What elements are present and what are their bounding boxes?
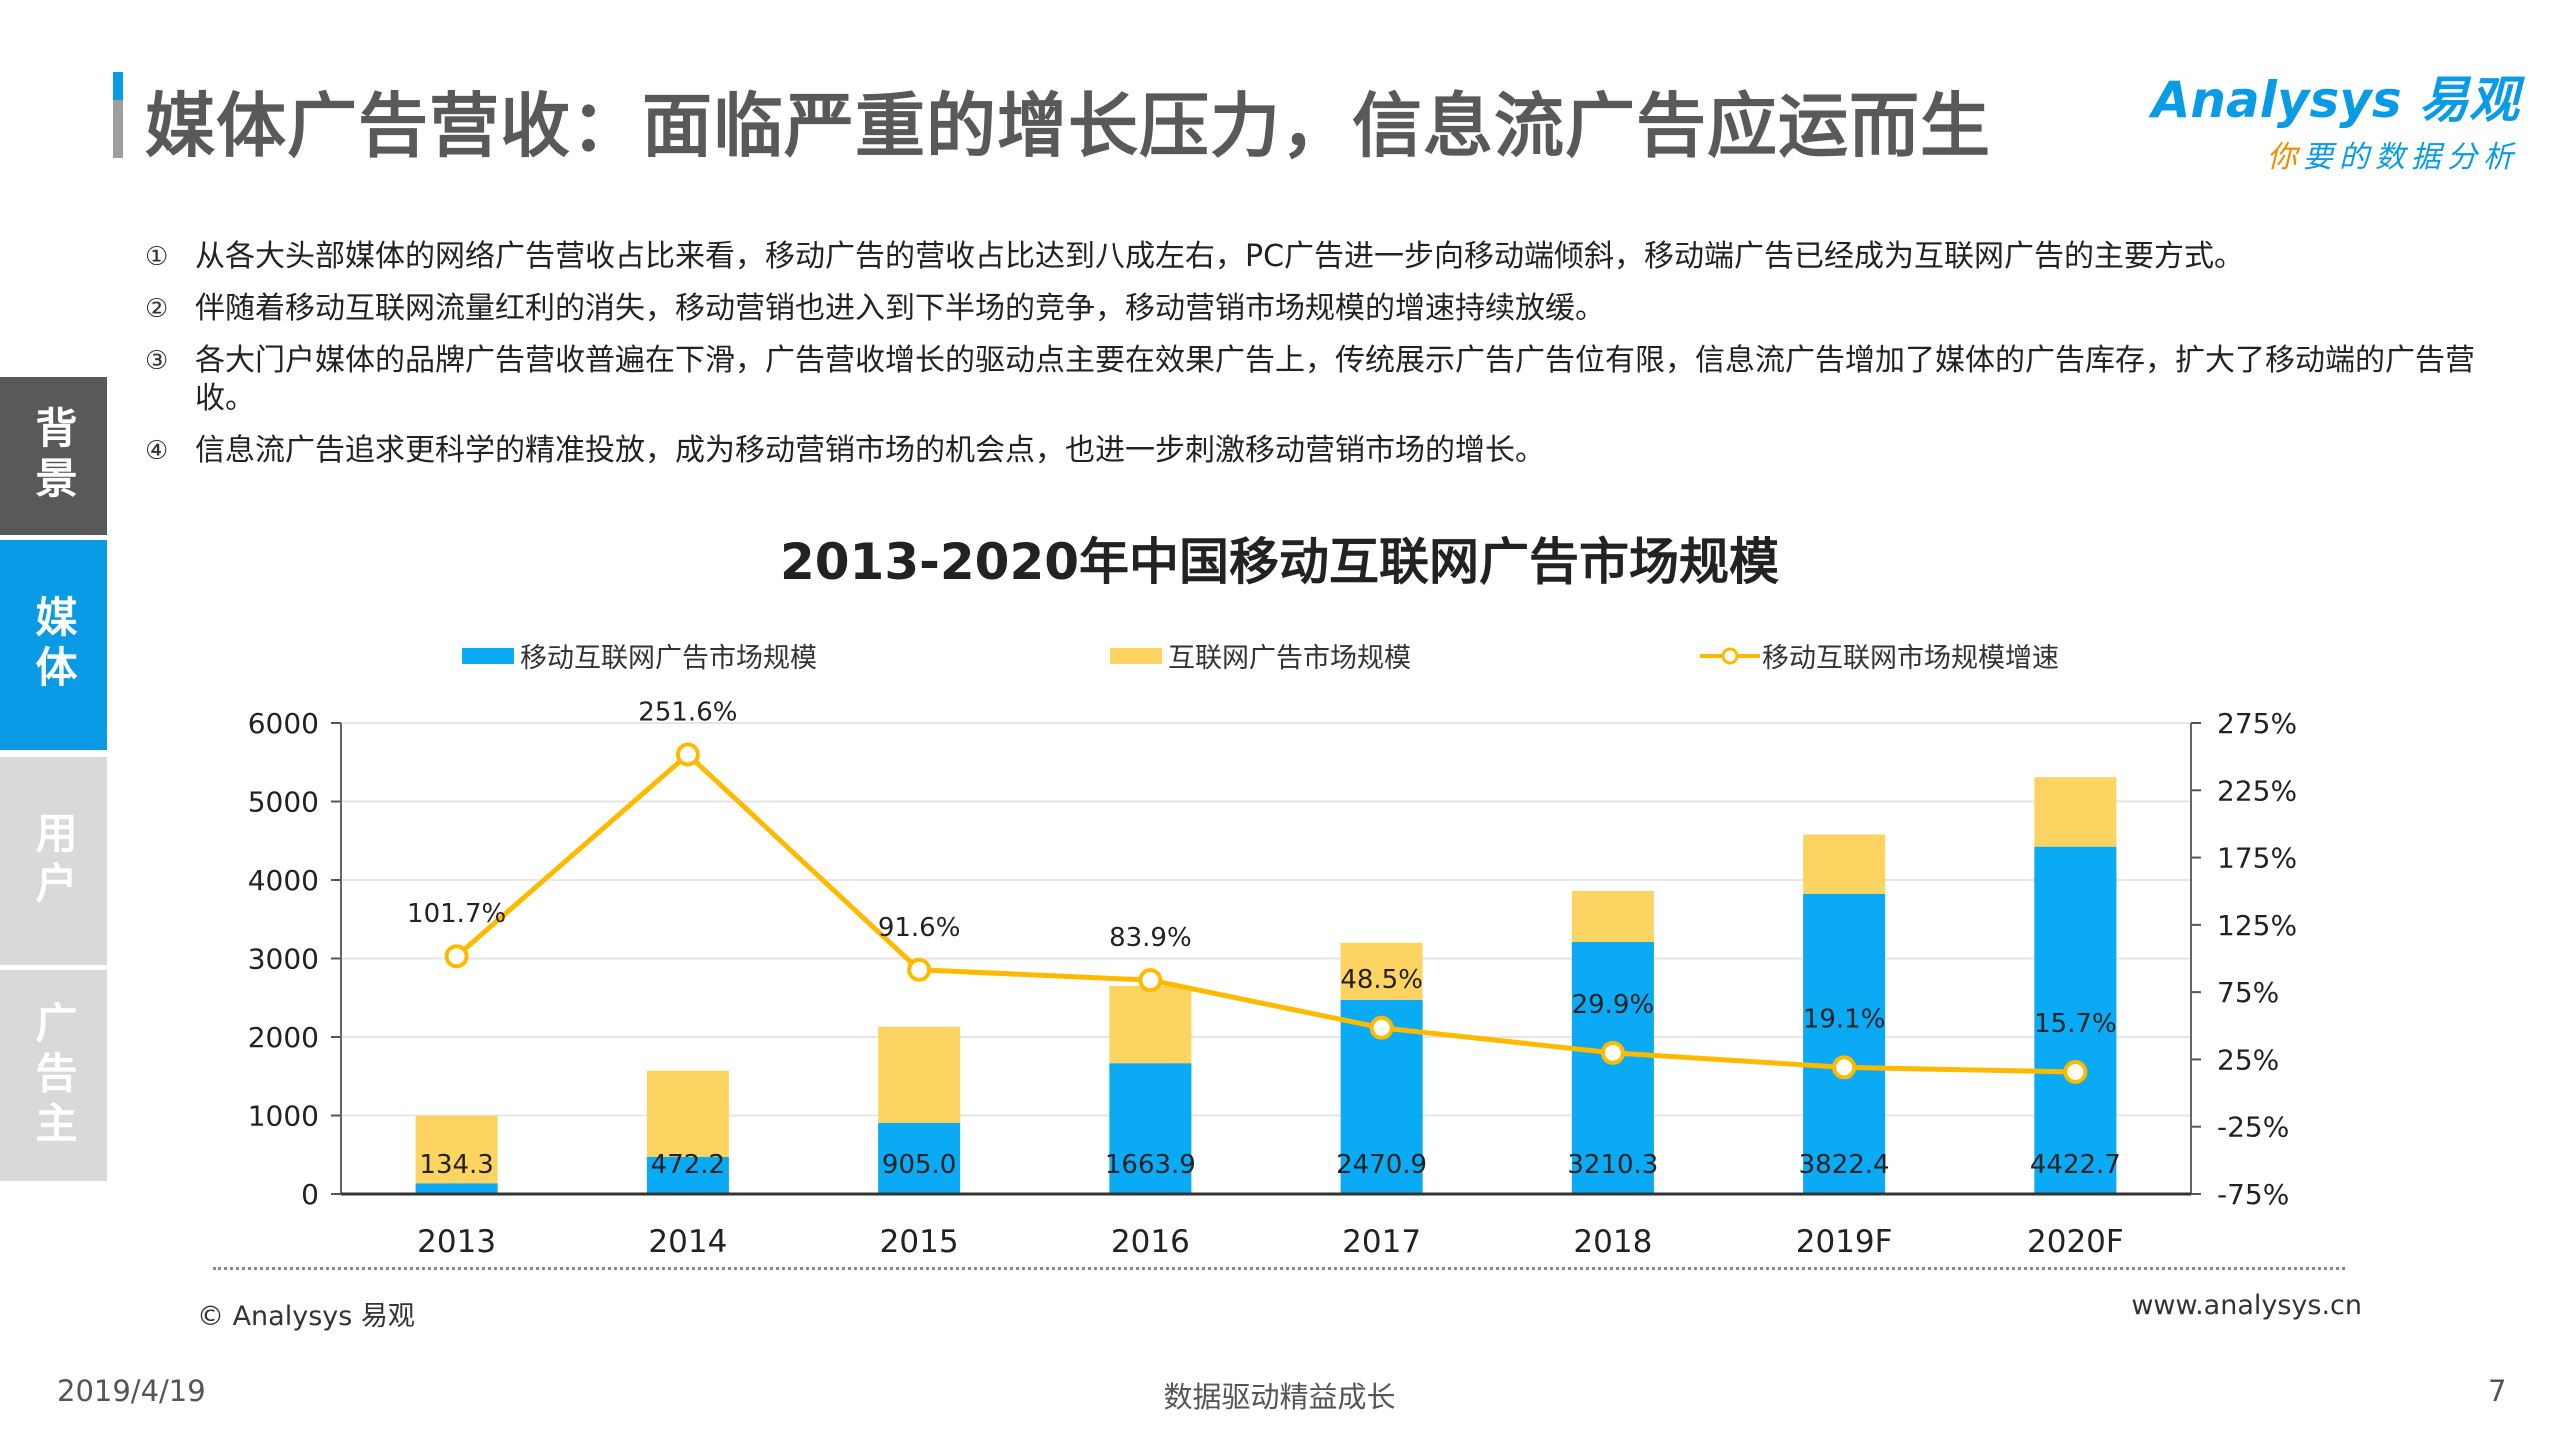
bullet-item: ④ 信息流广告追求更科学的精准投放，成为移动营销市场的机会点，也进一步刺激移动营销…: [145, 432, 2505, 470]
bar-mobile-ad: [1571, 941, 1654, 1194]
growth-point: [2063, 1059, 2088, 1084]
date: 2019/4/19: [57, 1374, 206, 1408]
growth-point: [1832, 1055, 1857, 1080]
sidebar-item-background[interactable]: 背景: [0, 377, 107, 535]
bar-mobile-ad: [2034, 846, 2117, 1194]
page-number: 7: [2488, 1374, 2507, 1408]
growth-label: 101.7%: [407, 899, 506, 929]
growth-label: 15.7%: [2034, 1009, 2117, 1039]
bullet-item: ① 从各大头部媒体的网络广告营收占比来看，移动广告的营收占比达到八成左右，PC广告…: [145, 238, 2505, 276]
growth-label: 83.9%: [1109, 923, 1192, 953]
legend-swatch: [462, 647, 514, 664]
y-tick-label: 2000: [248, 1021, 319, 1054]
bullet-text: 信息流广告追求更科学的精准投放，成为移动营销市场的机会点，也进一步刺激移动营销市…: [195, 433, 1545, 468]
legend-swatch: [1110, 647, 1162, 664]
bar-mobile-ad: [1803, 893, 1886, 1194]
website-link[interactable]: www.analysys.cn: [2131, 1290, 2362, 1321]
y2-tick-label: 125%: [2217, 909, 2297, 942]
y-tick-label: 1000: [248, 1100, 319, 1133]
bar-value-label: 4422.7: [2030, 1150, 2121, 1180]
bar-mobile-ad: [415, 1183, 498, 1194]
growth-label: 91.6%: [878, 913, 961, 943]
legend-item-internet: 互联网广告市场规模: [1110, 636, 1411, 675]
growth-label: 19.1%: [1803, 1004, 1886, 1034]
bullet-number: ③: [145, 346, 169, 376]
analysys-logo: Analysys 易观 你要的数据分析: [2152, 60, 2519, 176]
y-tick-label: 0: [301, 1178, 319, 1211]
slogan: 数据驱动精益成长: [1163, 1380, 1396, 1414]
growth-point: [1138, 968, 1163, 993]
divider: [213, 1267, 2345, 1270]
bar-value-label: 3210.3: [1567, 1150, 1658, 1180]
page-title: 媒体广告营收：面临严重的增长压力，信息流广告应运而生: [145, 85, 1991, 167]
legend-item-mobile: 移动互联网广告市场规模: [462, 636, 817, 675]
y2-tick-label: 225%: [2217, 774, 2297, 807]
y2-tick-label: 75%: [2217, 976, 2279, 1009]
bullet-text: 从各大头部媒体的网络广告营收占比来看，移动广告的营收占比达到八成左右，PC广告进…: [195, 239, 2245, 274]
x-tick-label: 2016: [1111, 1224, 1190, 1260]
bar-mobile-ad: [1109, 1063, 1192, 1194]
logo-main: Analysys 易观: [2151, 71, 2519, 129]
logo-slogan-first: 你: [2267, 140, 2303, 175]
sidebar-item-media[interactable]: 媒体: [0, 540, 107, 750]
y2-tick-label: 25%: [2217, 1043, 2279, 1076]
growth-label: 48.5%: [1340, 965, 1423, 995]
bullet-item: ③ 各大门户媒体的品牌广告营收普遍在下滑，广告营收增长的驱动点主要在效果广告上，传…: [145, 342, 2505, 418]
copyright: © Analysys 易观: [197, 1301, 415, 1332]
logo-slogan: 你要的数据分析: [2152, 132, 2519, 176]
bar-value-label: 3822.4: [1799, 1150, 1890, 1180]
x-tick-label: 2017: [1342, 1224, 1421, 1260]
x-tick-label: 2014: [648, 1224, 727, 1260]
bar-mobile-ad: [646, 1156, 729, 1194]
legend-line-marker-icon: [1700, 647, 1760, 664]
growth-label: 251.6%: [638, 697, 737, 727]
bar-value-label: 472.2: [651, 1150, 725, 1180]
sidebar-item-advertisers[interactable]: 广告主: [0, 970, 107, 1181]
x-tick-label: 2019F: [1796, 1224, 1893, 1260]
growth-point: [907, 957, 932, 982]
y2-tick-label: 175%: [2217, 842, 2297, 875]
chart-title: 2013-2020年中国移动互联网广告市场规模: [779, 533, 1780, 591]
bar-value-label: 905.0: [882, 1150, 956, 1180]
y-tick-label: 5000: [248, 786, 319, 819]
bar-value-label: 1663.9: [1105, 1150, 1196, 1180]
x-tick-label: 2013: [417, 1224, 496, 1260]
x-tick-label: 2020F: [2027, 1224, 2124, 1260]
x-tick-label: 2015: [880, 1224, 959, 1260]
bar-value-label: 2470.9: [1336, 1150, 1427, 1180]
y-tick-label: 3000: [248, 943, 319, 976]
legend-label: 互联网广告市场规模: [1168, 643, 1411, 674]
growth-point: [1369, 1015, 1394, 1040]
logo-slogan-rest: 要的数据分析: [2303, 140, 2519, 175]
bullet-list: ① 从各大头部媒体的网络广告营收占比来看，移动广告的营收占比达到八成左右，PC广告…: [145, 238, 2505, 484]
legend-item-growth: 移动互联网市场规模增速: [1700, 636, 2059, 675]
x-tick-label: 2018: [1573, 1224, 1652, 1260]
bar-mobile-ad: [878, 1122, 961, 1194]
growth-point: [1600, 1040, 1625, 1065]
y-tick-label: 4000: [248, 864, 319, 897]
growth-line: [454, 751, 2076, 1075]
bullet-item: ② 伴随着移动互联网流量红利的消失，移动营销也进入到下半场的竞争，移动营销市场规模…: [145, 290, 2505, 328]
legend-label: 移动互联网广告市场规模: [520, 643, 817, 674]
sidebar-item-users[interactable]: 用户: [0, 757, 107, 965]
bullet-text: 各大门户媒体的品牌广告营收普遍在下滑，广告营收增长的驱动点主要在效果广告上，传统…: [195, 343, 2475, 416]
growth-label: 29.9%: [1572, 990, 1655, 1020]
bullet-number: ④: [145, 436, 169, 466]
y2-tick-label: -75%: [2217, 1178, 2289, 1211]
bar-internet-ad: [415, 1115, 498, 1194]
bar-value-label: 134.3: [419, 1150, 493, 1180]
bullet-text: 伴随着移动互联网流量红利的消失，移动营销也进入到下半场的竞争，移动营销市场规模的…: [195, 291, 1605, 326]
growth-point: [675, 742, 700, 767]
y2-tick-label: 275%: [2217, 707, 2297, 740]
growth-point: [444, 944, 469, 969]
bullet-number: ②: [145, 294, 169, 324]
title-accent-bar: [113, 72, 123, 158]
y-tick-label: 6000: [248, 707, 319, 740]
bullet-number: ①: [145, 242, 169, 272]
legend-label: 移动互联网市场规模增速: [1762, 643, 2059, 674]
y2-tick-label: -25%: [2217, 1111, 2289, 1144]
